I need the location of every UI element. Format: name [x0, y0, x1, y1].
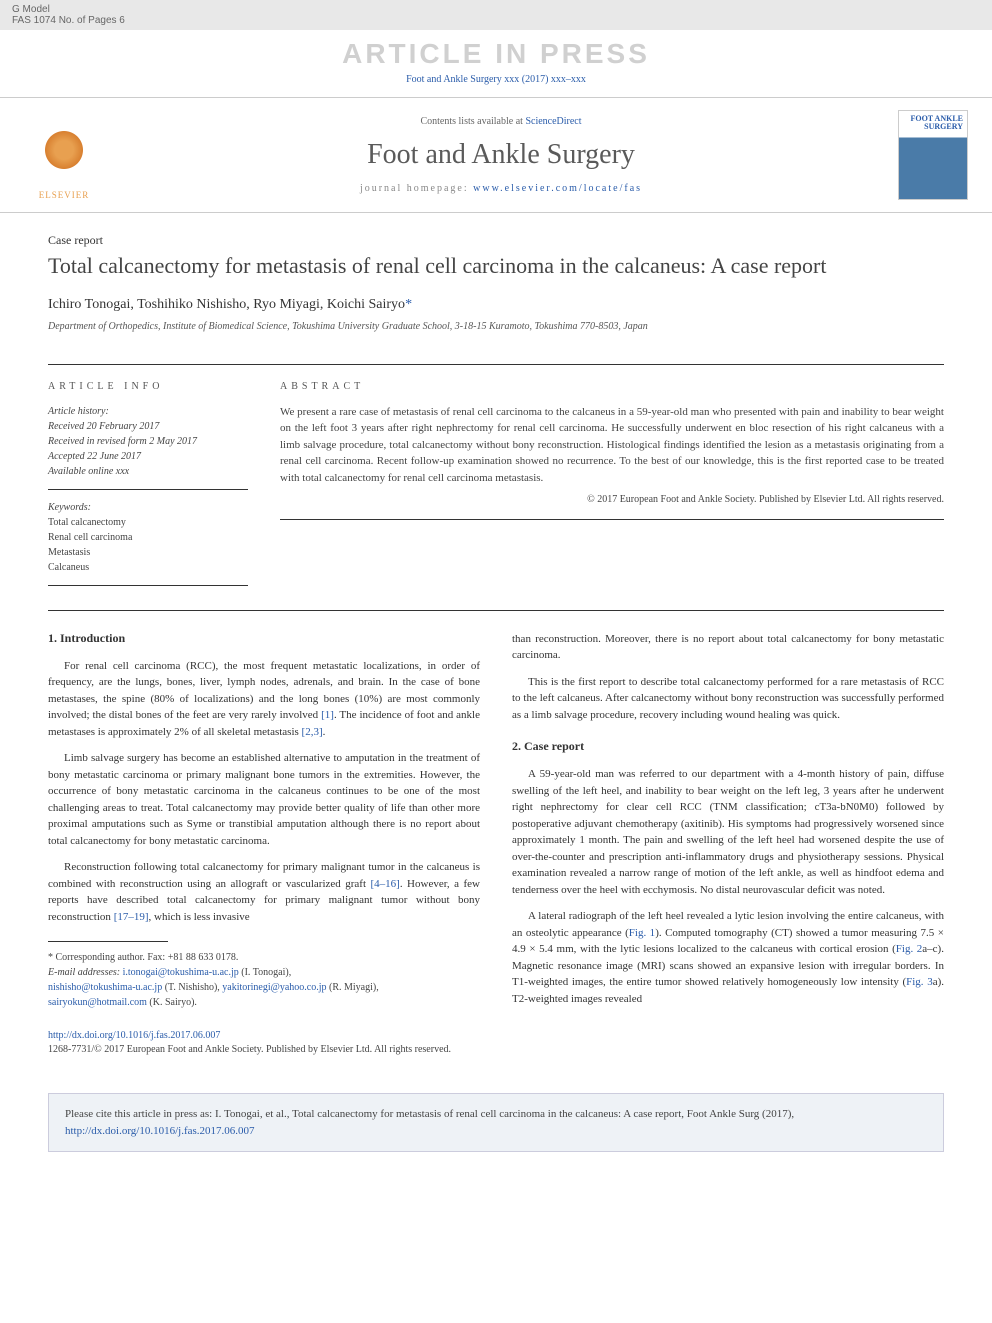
introduction-heading: 1. Introduction: [48, 631, 480, 646]
email-link[interactable]: sairyokun@hotmail.com: [48, 997, 147, 1008]
corresponding-star-icon: *: [405, 297, 412, 312]
doi-link[interactable]: http://dx.doi.org/10.1016/j.fas.2017.06.…: [48, 1030, 220, 1041]
keywords-block: Keywords: Total calcanectomy Renal cell …: [48, 500, 248, 586]
journal-name: Foot and Ankle Surgery: [104, 139, 898, 171]
journal-homepage: journal homepage: www.elsevier.com/locat…: [104, 183, 898, 194]
footnote-separator: [48, 941, 168, 950]
citation-doi-link[interactable]: http://dx.doi.org/10.1016/j.fas.2017.06.…: [65, 1125, 255, 1137]
keywords-label: Keywords:: [48, 500, 248, 515]
history-label: Article history:: [48, 404, 248, 419]
sciencedirect-link[interactable]: ScienceDirect: [525, 116, 581, 127]
body-two-column: 1. Introduction For renal cell carcinoma…: [48, 610, 944, 1018]
email-link[interactable]: i.tonogai@tokushima-u.ac.jp: [123, 967, 239, 978]
article-history: Article history: Received 20 February 20…: [48, 404, 248, 490]
elsevier-tree-icon: [34, 126, 94, 186]
abstract-copyright: © 2017 European Foot and Ankle Society. …: [280, 492, 944, 507]
g-model-line2: FAS 1074 No. of Pages 6: [12, 15, 980, 26]
banner-center: Contents lists available at ScienceDirec…: [104, 116, 898, 194]
journal-reference: Foot and Ankle Surgery xxx (2017) xxx–xx…: [0, 74, 992, 97]
article-in-press-watermark: ARTICLE IN PRESS: [0, 30, 992, 74]
reference-link[interactable]: [4–16]: [371, 878, 400, 890]
received-date: Received 20 February 2017: [48, 419, 248, 434]
elsevier-text: ELSEVIER: [39, 190, 90, 200]
intro-paragraph-2: Limb salvage surgery has become an estab…: [48, 750, 480, 849]
abstract-column: ABSTRACT We present a rare case of metas…: [280, 381, 944, 586]
email-link[interactable]: yakitorinegi@yahoo.co.jp: [222, 982, 326, 993]
keyword: Calcaneus: [48, 560, 248, 575]
intro-paragraph-3: Reconstruction following total calcanect…: [48, 859, 480, 925]
journal-cover-thumbnail: FOOT ANKLE SURGERY: [898, 110, 968, 200]
figure-link[interactable]: Fig. 2: [896, 943, 923, 955]
reference-link[interactable]: [2,3]: [302, 726, 323, 738]
accepted-date: Accepted 22 June 2017: [48, 449, 248, 464]
keyword: Renal cell carcinoma: [48, 530, 248, 545]
abstract-heading: ABSTRACT: [280, 381, 944, 392]
contents-available-text: Contents lists available at ScienceDirec…: [104, 116, 898, 127]
reference-link[interactable]: [17–19]: [114, 911, 149, 923]
intro-paragraph-1: For renal cell carcinoma (RCC), the most…: [48, 658, 480, 741]
article-title: Total calcanectomy for metastasis of ren…: [48, 252, 944, 281]
right-column: than reconstruction. Moreover, there is …: [512, 631, 944, 1018]
doi-block: http://dx.doi.org/10.1016/j.fas.2017.06.…: [48, 1029, 944, 1057]
case-paragraph-2: A lateral radiograph of the left heel re…: [512, 908, 944, 1007]
article-type-label: Case report: [48, 233, 944, 248]
case-paragraph-1: A 59-year-old man was referred to our de…: [512, 766, 944, 898]
case-report-heading: 2. Case report: [512, 739, 944, 754]
citation-box: Please cite this article in press as: I.…: [48, 1093, 944, 1152]
keyword: Total calcanectomy: [48, 515, 248, 530]
elsevier-logo: ELSEVIER: [24, 110, 104, 200]
issn-copyright: 1268-7731/© 2017 European Foot and Ankle…: [48, 1043, 944, 1057]
info-abstract-row: ARTICLE INFO Article history: Received 2…: [48, 364, 944, 586]
cover-title: FOOT ANKLE SURGERY: [899, 115, 963, 131]
g-model-header: G Model FAS 1074 No. of Pages 6: [0, 0, 992, 30]
email-footnote: E-mail addresses: i.tonogai@tokushima-u.…: [48, 965, 480, 1010]
article-info-column: ARTICLE INFO Article history: Received 2…: [48, 381, 248, 586]
article-body: Case report Total calcanectomy for metas…: [0, 213, 992, 1077]
g-model-line1: G Model: [12, 4, 980, 15]
homepage-link[interactable]: www.elsevier.com/locate/fas: [473, 183, 642, 194]
revised-date: Received in revised form 2 May 2017: [48, 434, 248, 449]
article-info-heading: ARTICLE INFO: [48, 381, 248, 392]
affiliation: Department of Orthopedics, Institute of …: [48, 321, 944, 344]
journal-banner: ELSEVIER Contents lists available at Sci…: [0, 97, 992, 213]
col2-paragraph-2: This is the first report to describe tot…: [512, 674, 944, 724]
authors: Ichiro Tonogai, Toshihiko Nishisho, Ryo …: [48, 297, 944, 313]
reference-link[interactable]: [1]: [321, 709, 334, 721]
online-date: Available online xxx: [48, 464, 248, 479]
left-column: 1. Introduction For renal cell carcinoma…: [48, 631, 480, 1018]
corresponding-author-footnote: * Corresponding author. Fax: +81 88 633 …: [48, 950, 480, 965]
col2-paragraph-1: than reconstruction. Moreover, there is …: [512, 631, 944, 664]
figure-link[interactable]: Fig. 1: [629, 927, 655, 939]
figure-link[interactable]: Fig. 3: [906, 976, 933, 988]
abstract-text: We present a rare case of metastasis of …: [280, 404, 944, 521]
keyword: Metastasis: [48, 545, 248, 560]
email-link[interactable]: nishisho@tokushima-u.ac.jp: [48, 982, 162, 993]
